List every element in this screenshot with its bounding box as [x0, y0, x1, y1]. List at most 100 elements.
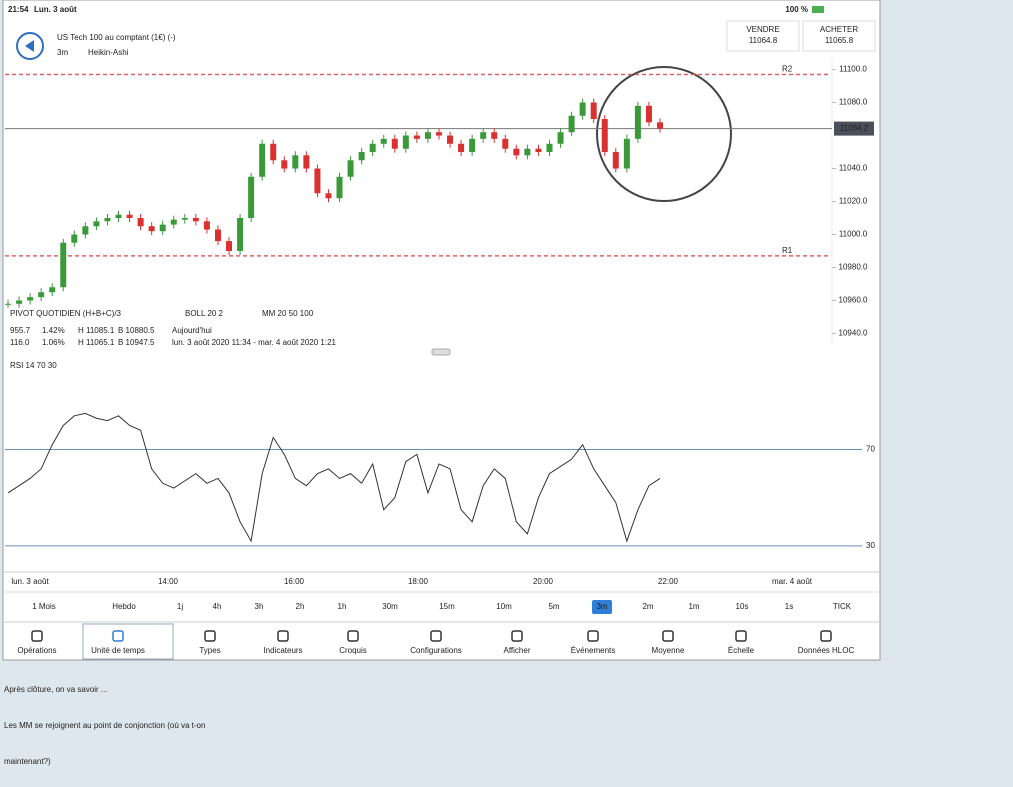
legend-value: B 10947.5 [118, 338, 155, 347]
indicator-label[interactable]: MM 20 50 100 [262, 309, 314, 318]
y-tick-label: 11000.0 [839, 230, 868, 239]
buy-price: 11065.8 [825, 36, 854, 45]
y-tick-label: 10940.0 [839, 329, 868, 338]
toolbar-icon [511, 630, 523, 642]
legend-value: 1.42% [42, 326, 65, 335]
time-label: 14:00 [158, 577, 179, 586]
timeframe[interactable]: 2m [642, 602, 653, 611]
current-price: 11064.2 [840, 124, 869, 133]
timeframe[interactable]: Hebdo [112, 602, 136, 611]
buy-button[interactable] [802, 20, 876, 52]
candle [325, 193, 332, 199]
toolbar-label[interactable]: Moyenne [652, 646, 685, 655]
toolbar-label[interactable]: Données HLOC [798, 646, 855, 655]
candle [480, 132, 487, 139]
legend-value: H 11065.1 [78, 338, 115, 347]
sell-price: 11064.8 [749, 36, 778, 45]
candle [601, 119, 608, 153]
candle [314, 168, 321, 194]
y-tick-label: 11100.0 [839, 65, 867, 74]
timeframe[interactable]: 15m [439, 602, 455, 611]
timeframe[interactable]: 10s [736, 602, 749, 611]
toolbar-label[interactable]: Échelle [728, 646, 755, 655]
candle [391, 138, 398, 149]
candle [579, 102, 586, 116]
toolbar-icon [820, 630, 832, 642]
candle [148, 226, 155, 232]
time-label: 22:00 [658, 577, 679, 586]
toolbar-label[interactable]: Indicateurs [263, 646, 302, 655]
y-tick-label: 11080.0 [839, 98, 868, 107]
toolbar-label[interactable]: Opérations [17, 646, 56, 655]
candle [82, 226, 89, 235]
candle [214, 229, 221, 242]
toolbar-icon [587, 630, 599, 642]
candle [657, 122, 663, 129]
rsi-line [7, 412, 661, 543]
timeframe[interactable]: 5m [548, 602, 559, 611]
toolbar-label[interactable]: Types [199, 646, 220, 655]
toolbar-icon [204, 630, 216, 642]
toolbar-label[interactable]: Afficher [504, 646, 531, 655]
candle [115, 214, 122, 218]
annotation-circle [596, 66, 732, 202]
timeframe[interactable]: 1j [177, 602, 183, 611]
timeframe[interactable]: 2h [296, 602, 305, 611]
candle [170, 219, 177, 225]
legend-value: B 10880.5 [118, 326, 155, 335]
legend-value: 955.7 [10, 326, 31, 335]
toolbar-icon [430, 630, 442, 642]
buy-label: ACHETER [820, 25, 858, 34]
candle [623, 138, 630, 169]
candle [5, 303, 11, 305]
timeframe[interactable]: 3h [255, 602, 264, 611]
status-time: 21:54 [8, 5, 29, 14]
sell-button[interactable] [726, 20, 800, 52]
time-label: 16:00 [284, 577, 305, 586]
timeframe[interactable]: 3m [596, 602, 607, 611]
candle [413, 135, 420, 139]
candle [71, 234, 78, 243]
toolbar-label[interactable]: Croquis [339, 646, 367, 655]
candle [513, 148, 520, 156]
candle [612, 152, 619, 169]
toolbar-selected [82, 623, 174, 660]
timeframe[interactable]: 1m [688, 602, 699, 611]
caption-line: Après clôture, on va savoir ... [4, 685, 108, 694]
y-tick-label: 11020.0 [839, 197, 868, 206]
legend-value: Aujourd'hui [172, 326, 212, 335]
status-date: Lun. 3 août [34, 5, 77, 14]
candle [237, 217, 244, 251]
toolbar-label[interactable]: Configurations [410, 646, 462, 655]
toolbar-label[interactable]: Événements [571, 646, 615, 655]
candle [248, 176, 255, 218]
legend-value: H 11085.1 [78, 326, 115, 335]
candle [369, 143, 376, 153]
indicator-label[interactable]: BOLL 20 2 [185, 309, 224, 318]
timeframe[interactable]: 4h [213, 602, 222, 611]
candle [347, 160, 354, 177]
candle [159, 224, 166, 232]
timeframe[interactable]: 1 Mois [32, 602, 56, 611]
timeframe[interactable]: 30m [382, 602, 398, 611]
toolbar-icon [662, 630, 674, 642]
timeframe[interactable]: TICK [833, 602, 852, 611]
candle [469, 138, 476, 153]
toolbar-label[interactable]: Unité de temps [91, 646, 145, 655]
caption-line: maintenant?) [4, 757, 51, 766]
timeframe[interactable]: 10m [496, 602, 512, 611]
indicator-label[interactable]: PIVOT QUOTIDIEN (H+B+C)/3 [10, 309, 122, 318]
y-tick-label: 10980.0 [839, 263, 868, 272]
panel-handle[interactable] [431, 348, 451, 356]
rsi-label: RSI 14 70 30 [10, 361, 57, 370]
candle [535, 148, 542, 153]
timeframe[interactable]: 1s [785, 602, 793, 611]
timeframe[interactable]: 1h [338, 602, 347, 611]
candle [270, 143, 277, 161]
time-label: mar. 4 août [772, 577, 813, 586]
candle [203, 221, 210, 230]
candle [60, 242, 67, 288]
pivot-label: R2 [782, 65, 793, 74]
candle [502, 138, 509, 149]
candle [435, 132, 442, 136]
